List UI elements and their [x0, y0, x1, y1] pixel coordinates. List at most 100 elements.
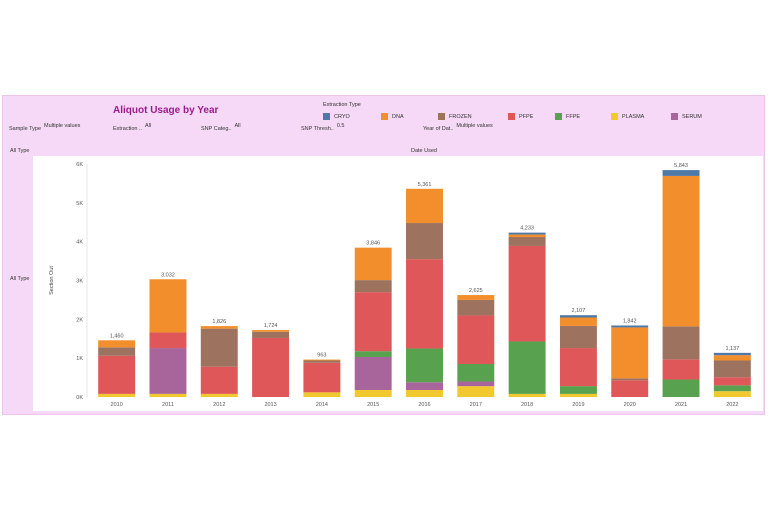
- legend-title: Extraction Type: [323, 102, 361, 108]
- bar-segment-pfpe: [354, 292, 392, 352]
- bar-segment-frozen: [200, 328, 238, 367]
- filter-extraction[interactable]: Extraction .. All: [113, 123, 152, 132]
- bar-segment-frozen: [252, 331, 290, 338]
- bar-segment-pfpe: [406, 259, 443, 349]
- legend-label: PLASMA: [622, 113, 645, 120]
- legend-label: CRYO: [334, 113, 350, 120]
- bar-segment-pfpe: [611, 380, 649, 397]
- bar-total-label: 1,460: [110, 333, 124, 339]
- legend-swatch: [323, 113, 330, 120]
- bar-segment-pfpe: [508, 245, 546, 342]
- y-tick-label: 3K: [76, 279, 83, 285]
- bar-segment-ffpe: [354, 351, 392, 358]
- bar-segment-ffpe: [662, 379, 700, 397]
- bar-segment-cryo: [508, 232, 546, 235]
- bar-segment-ffpe: [457, 363, 495, 382]
- bar-segment-plasma: [149, 393, 187, 397]
- filter-label: SNP Categ..: [201, 126, 232, 132]
- bar-total-label: 1,826: [212, 319, 226, 325]
- bar-segment-frozen: [98, 347, 136, 356]
- bar-segment-ffpe: [559, 386, 597, 394]
- bar-segment-dna: [303, 359, 341, 361]
- y-tick-label: 0K: [76, 395, 83, 401]
- legend-item-ffpe[interactable]: FFPE: [555, 113, 580, 120]
- legend: CRYO DNA FROZEN PFPE FFPE PLASMA SERUM: [323, 113, 743, 123]
- x-tick-label: 2014: [316, 402, 328, 408]
- legend-label: SERUM: [682, 113, 702, 120]
- column-header: Date Used: [411, 148, 437, 154]
- bar-segment-cryo: [611, 325, 649, 328]
- bar-segment-pfpe: [713, 377, 751, 386]
- bar-segment-frozen: [457, 299, 495, 316]
- y-tick-label: 1K: [76, 356, 83, 362]
- bar-segment-frozen: [354, 280, 392, 293]
- y-tick-label: 6K: [76, 162, 83, 168]
- bar-segment-plasma: [354, 390, 392, 397]
- bar-segment-plasma: [303, 392, 341, 397]
- filter-value[interactable]: Multiple values: [44, 123, 81, 129]
- bar-segment-dna: [559, 317, 597, 326]
- bar-segment-cryo: [713, 352, 751, 356]
- bar-segment-ffpe: [508, 341, 546, 394]
- bar-segment-frozen: [406, 223, 443, 260]
- legend-item-serum[interactable]: SERUM: [671, 113, 702, 120]
- bar-segment-dna: [406, 188, 443, 224]
- x-tick-label: 2021: [675, 402, 687, 408]
- dashboard-title: Aliquot Usage by Year: [113, 105, 219, 116]
- filter-label: SNP Thresh..: [301, 126, 334, 132]
- bar-segment-cryo: [662, 170, 700, 176]
- bar-total-label: 1,137: [725, 346, 739, 352]
- bar-segment-frozen: [611, 378, 649, 381]
- x-tick-label: 2010: [111, 402, 123, 408]
- legend-item-cryo[interactable]: CRYO: [323, 113, 350, 120]
- filter-label: Sample Type: [9, 126, 42, 132]
- legend-item-frozen[interactable]: FROZEN: [438, 113, 472, 120]
- legend-item-plasma[interactable]: PLASMA: [611, 113, 644, 120]
- bar-segment-plasma: [200, 393, 238, 397]
- bar-segment-frozen: [713, 360, 751, 378]
- legend-label: FROZEN: [449, 113, 472, 120]
- filter-label: Extraction ..: [113, 126, 143, 132]
- bar-segment-plasma: [713, 391, 751, 397]
- bar-segment-plasma: [98, 393, 136, 397]
- legend-label: PFPE: [519, 113, 534, 120]
- bar-segment-dna: [457, 295, 495, 300]
- filter-snp-category[interactable]: SNP Categ.. All: [201, 123, 241, 132]
- bar-segment-pfpe: [662, 359, 700, 380]
- filter-snp-threshold[interactable]: SNP Thresh.. 0.5: [301, 123, 345, 132]
- filter-value[interactable]: All: [234, 123, 241, 129]
- stacked-bar-chart: Section Out 0K 1K 2K 3K 4K 5K 6K 1,460 2010 3,032 2…: [49, 162, 751, 408]
- bar-segment-dna: [354, 247, 392, 281]
- legend-swatch: [671, 113, 678, 120]
- bar-total-label: 5,361: [418, 182, 432, 188]
- bar-segment-serum: [354, 357, 392, 391]
- bar-segment-pfpe: [98, 355, 136, 394]
- legend-item-dna[interactable]: DNA: [381, 113, 404, 120]
- bar-total-label: 963: [317, 353, 326, 359]
- bar-segment-dna: [98, 340, 136, 348]
- filter-value[interactable]: All: [145, 123, 152, 129]
- bar-segment-ffpe: [713, 385, 751, 392]
- chart-area: Section Out 0K 1K 2K 3K 4K 5K 6K 1,460 2010 3,032 2…: [33, 156, 763, 411]
- bar-segment-ffpe: [406, 348, 443, 383]
- bar-segment-frozen: [303, 360, 341, 363]
- bar-segment-dna: [662, 175, 700, 327]
- bar-segment-cryo: [559, 315, 597, 318]
- x-tick-label: 2017: [470, 402, 482, 408]
- bar-segment-pfpe: [303, 362, 341, 393]
- filter-year[interactable]: Year of Dat.. Multiple values: [423, 123, 493, 132]
- dashboard-panel: Aliquot Usage by Year Extraction Type CR…: [2, 95, 765, 415]
- filter-value[interactable]: 0.5: [336, 123, 345, 129]
- bar-segment-serum: [406, 382, 443, 391]
- bar-segment-pfpe: [559, 348, 597, 387]
- legend-item-pfpe[interactable]: PFPE: [508, 113, 533, 120]
- bar-segment-pfpe: [200, 366, 238, 394]
- bar-segment-pfpe: [457, 315, 495, 364]
- bar-segment-dna: [611, 327, 649, 379]
- bar-segment-frozen: [508, 237, 546, 246]
- filter-value[interactable]: Multiple values: [456, 123, 493, 129]
- legend-label: DNA: [392, 113, 404, 120]
- bar-segment-plasma: [406, 390, 443, 397]
- filter-sample-type[interactable]: Sample Type Multiple values: [9, 123, 81, 132]
- bar-total-label: 1,842: [623, 318, 637, 324]
